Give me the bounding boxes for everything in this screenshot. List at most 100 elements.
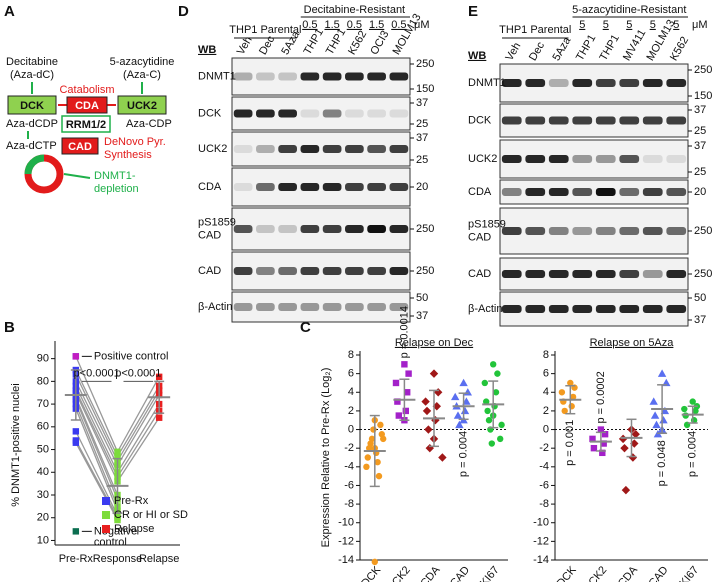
patient-connector: [116, 403, 160, 473]
band: [595, 188, 616, 196]
panel-label: A: [4, 3, 15, 20]
point: [401, 361, 408, 368]
point: [492, 389, 500, 396]
point: [490, 361, 497, 368]
mw-marker: 37: [694, 104, 706, 116]
y-tick-label: 0: [543, 423, 549, 435]
enzyme-box: [7, 95, 57, 115]
mw-marker: 250: [694, 64, 712, 76]
point: [600, 440, 607, 447]
band: [256, 183, 275, 191]
point: [599, 449, 606, 457]
lane-label: THP1: [597, 33, 621, 63]
protein-label: DNMT1: [198, 70, 236, 82]
mw-marker: 250: [416, 265, 434, 277]
point: [421, 397, 430, 406]
band: [345, 72, 364, 81]
lane-label: Dec: [527, 40, 547, 63]
point: [364, 454, 371, 461]
band: [642, 79, 663, 87]
band: [322, 72, 342, 81]
legend-label: CR or HI or SD: [114, 509, 188, 521]
point: [431, 416, 440, 425]
protein-label: CAD: [468, 231, 491, 243]
band: [525, 188, 546, 196]
dose: 5: [650, 19, 656, 31]
band: [619, 79, 640, 87]
y-tick-label: 2: [543, 405, 549, 417]
y-tick-label: -8: [344, 498, 354, 510]
band: [642, 155, 663, 163]
band: [525, 305, 546, 313]
band: [233, 72, 253, 81]
y-tick-label: 60: [37, 421, 49, 433]
y-tick-label: -14: [338, 554, 354, 566]
arrow: [63, 173, 91, 179]
lane-label: THP1: [302, 27, 326, 57]
patient-connector: [75, 392, 119, 482]
band: [666, 270, 687, 278]
band: [256, 267, 275, 275]
band: [619, 270, 640, 278]
blot-resistant: 5-azacytidine-Resistant: [572, 4, 686, 16]
point: [429, 369, 439, 378]
protein-label: CAD: [468, 268, 491, 280]
point: [155, 373, 163, 381]
drug-name: 5-azacytidine: [110, 56, 175, 68]
y-tick-label: 6: [543, 368, 549, 380]
point: [601, 431, 609, 438]
band: [572, 79, 593, 87]
point: [692, 407, 699, 415]
band: [322, 267, 342, 275]
point: [404, 389, 411, 396]
chart-title: Relapse on 5Aza: [590, 337, 675, 349]
band: [233, 303, 253, 311]
y-tick-label: -12: [338, 535, 354, 547]
point: [481, 379, 488, 387]
band: [345, 267, 364, 275]
point: [424, 425, 433, 434]
enzyme-box: [117, 95, 167, 115]
y-tick-label: -2: [539, 442, 549, 454]
band: [525, 155, 546, 163]
enzyme: DCK: [20, 100, 44, 112]
band: [595, 116, 616, 125]
band: [501, 270, 522, 278]
band: [666, 227, 687, 235]
p-value: p<0.0001: [74, 367, 120, 379]
patient-connector: [75, 356, 119, 453]
band: [642, 270, 663, 278]
mw-marker: 25: [416, 118, 428, 130]
patient-connector: [116, 394, 160, 466]
mw-marker: 250: [416, 223, 434, 235]
band: [525, 79, 546, 87]
y-tick-label: -10: [533, 517, 549, 529]
band: [256, 72, 275, 81]
patient-connector: [75, 431, 119, 516]
point: [377, 421, 384, 429]
mw-marker: 37: [694, 140, 706, 152]
band: [278, 225, 297, 233]
x-tick-label: CAD: [646, 564, 670, 582]
pathway-label: DeNovo Pyr.: [104, 136, 166, 148]
y-tick-label: -6: [539, 479, 549, 491]
band: [595, 270, 616, 278]
patient-connector: [75, 399, 119, 500]
band: [548, 227, 569, 235]
lane-label: OCI3: [368, 29, 391, 57]
protein-label: UCK2: [468, 153, 497, 165]
band: [367, 183, 386, 191]
point: [485, 417, 493, 424]
protein-label: CAD: [198, 229, 221, 241]
point: [681, 405, 688, 413]
point: [374, 458, 381, 466]
patient-connector: [75, 390, 119, 478]
mw-marker: 50: [416, 292, 428, 304]
point: [484, 407, 491, 415]
band: [345, 145, 364, 153]
point: [630, 439, 639, 448]
y-tick-label: -4: [344, 461, 354, 473]
band: [642, 227, 663, 235]
point: [463, 388, 472, 396]
